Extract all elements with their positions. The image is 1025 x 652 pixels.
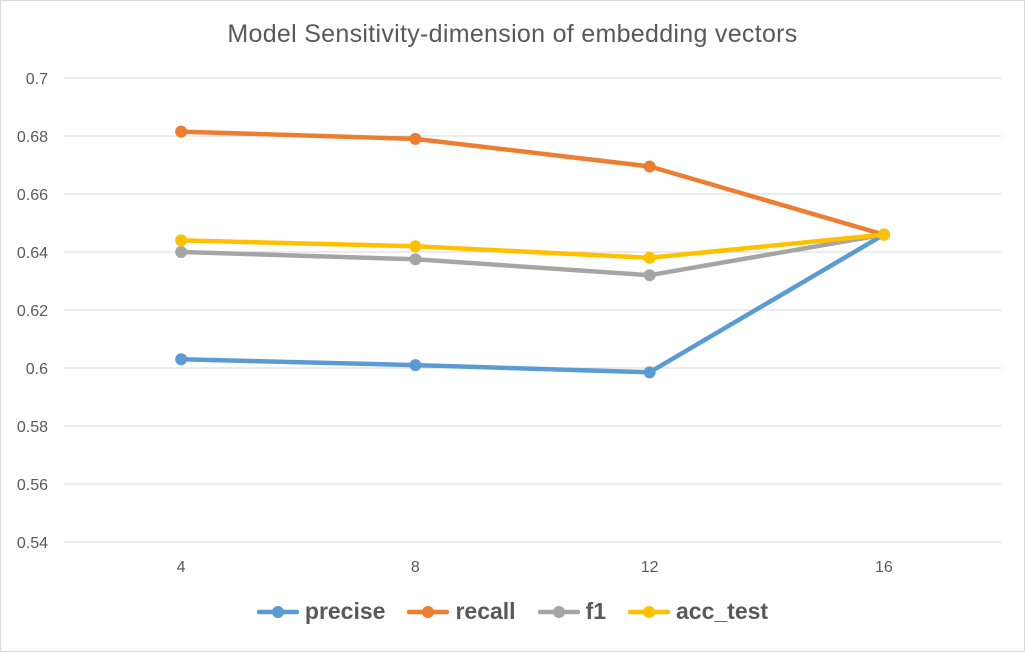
data-point [643,251,656,264]
legend-swatch [628,605,671,618]
chart-title: Model Sensitivity-dimension of embedding… [227,20,798,48]
data-point [175,234,188,247]
series-recall [175,125,890,241]
series-line [178,232,887,375]
data-point [643,366,656,379]
y-tick-label: 0.7 [26,71,48,88]
legend-swatch [407,605,450,618]
data-point [877,228,890,241]
legend-item: recall [407,598,516,625]
data-point [409,359,422,372]
y-axis-ticks: 0.54 0.56 0.58 0.6 0.62 0.64 0.66 0.68 0.7 [17,71,48,552]
y-tick-label: 0.58 [17,419,48,436]
legend-label: precise [304,598,386,624]
legend-item: precise [256,598,386,625]
series-line [178,232,887,278]
data-point [409,240,422,253]
y-tick-label: 0.64 [17,245,48,262]
x-tick-label: 12 [641,559,659,576]
y-tick-label: 0.68 [17,129,48,146]
y-tick-label: 0.66 [17,187,48,204]
legend-swatch [256,605,299,618]
data-point [409,253,422,266]
y-tick-label: 0.6 [26,361,48,378]
legend: precise recall f1 acc_test [0,598,1025,625]
legend-label: f1 [585,598,607,624]
x-tick-label: 16 [875,559,893,576]
series-f1 [175,228,890,282]
y-tick-label: 0.54 [17,535,48,552]
series-lines [175,125,890,379]
legend-item: acc_test [628,598,768,625]
data-point [643,269,656,282]
legend-label: recall [455,598,516,624]
x-tick-label: 8 [411,559,420,576]
series-acc-test [175,228,890,264]
y-tick-label: 0.62 [17,303,48,320]
series-line [178,129,887,237]
legend-label: acc_test [676,598,769,624]
gridlines [64,77,1001,543]
data-point [409,132,422,145]
data-point [175,353,188,366]
legend-item: f1 [537,598,607,625]
series-line [178,232,887,261]
x-axis-ticks: 4 8 12 16 [177,559,893,576]
legend-swatch [537,605,580,618]
x-tick-label: 4 [177,559,186,576]
y-tick-label: 0.56 [17,477,48,494]
data-point [175,246,188,258]
data-point [175,125,188,138]
data-point [643,160,656,173]
